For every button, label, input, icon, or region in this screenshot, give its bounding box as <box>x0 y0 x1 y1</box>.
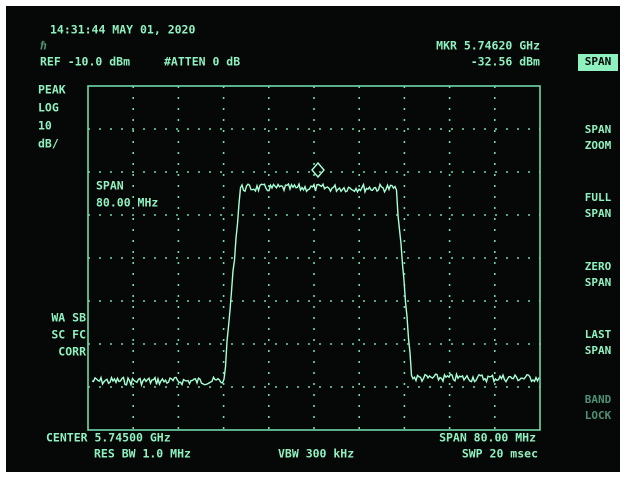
attenuation: #ATTEN 0 dB <box>164 55 240 69</box>
softkey[interactable]: SPAN <box>585 55 612 68</box>
softkey-label[interactable]: LAST <box>585 328 612 341</box>
scale-unit: dB/ <box>38 137 59 151</box>
softkey-label[interactable]: SPAN <box>585 123 612 136</box>
resolution-bandwidth: RES BW 1.0 MHz <box>94 447 191 461</box>
screen-background <box>6 6 620 472</box>
softkey-label[interactable]: FULL <box>585 191 612 204</box>
softkey-label[interactable]: BAND <box>585 393 612 406</box>
hp-logo: ℏ <box>40 39 47 53</box>
softkey-label[interactable]: SPAN <box>585 276 612 289</box>
softkey-label[interactable]: ZOOM <box>585 139 612 152</box>
marker-frequency: MKR 5.74620 GHz <box>436 39 540 53</box>
span-value: 80.00 MHz <box>96 196 158 210</box>
correction: WA SB <box>51 311 86 325</box>
softkey-label[interactable]: SPAN <box>585 55 612 68</box>
scale-type: LOG <box>38 101 59 115</box>
softkey-label[interactable]: SPAN <box>585 344 612 357</box>
scale-value: 10 <box>38 119 52 133</box>
softkey-label[interactable]: LOCK <box>585 409 612 422</box>
timestamp: 14:31:44 MAY 01, 2020 <box>50 23 195 37</box>
correction: SC FC <box>51 328 86 342</box>
reference-level: REF -10.0 dBm <box>40 55 130 69</box>
video-bandwidth: VBW 300 kHz <box>278 447 354 461</box>
sweep-time: SWP 20 msec <box>462 447 538 461</box>
softkey-label[interactable]: ZERO <box>585 260 612 273</box>
analyzer-screen: ℏ 14:31:44 MAY 01, 2020 REF -10.0 dBm #A… <box>0 0 626 477</box>
span-label: SPAN <box>96 179 124 193</box>
center-frequency: CENTER 5.74500 GHz <box>46 431 171 445</box>
softkey-label[interactable]: SPAN <box>585 207 612 220</box>
marker-level: -32.56 dBm <box>471 55 540 69</box>
scale-mode: PEAK <box>38 83 66 97</box>
correction: CORR <box>58 345 86 359</box>
span-frequency: SPAN 80.00 MHz <box>439 431 536 445</box>
page: { "header": { "timestamp": "14:31:44 MAY… <box>0 0 626 477</box>
